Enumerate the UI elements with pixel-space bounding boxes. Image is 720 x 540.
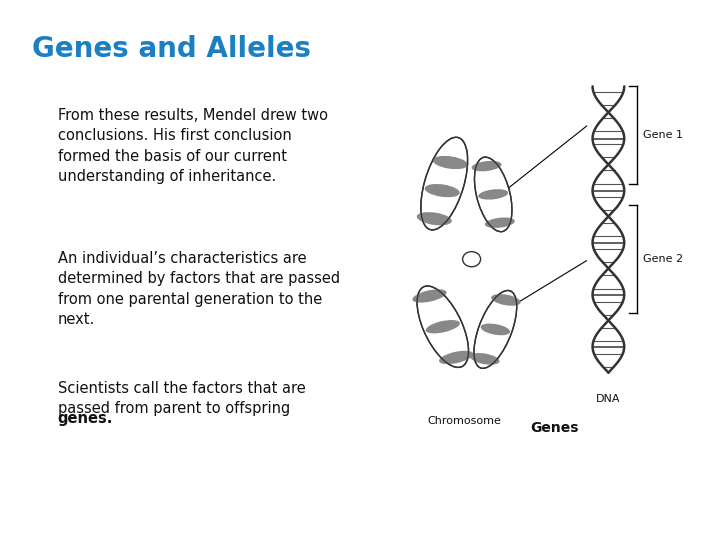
Ellipse shape	[474, 157, 512, 232]
Ellipse shape	[481, 323, 510, 335]
Text: From these results, Mendel drew two
conclusions. His first conclusion
formed the: From these results, Mendel drew two conc…	[58, 108, 328, 184]
Ellipse shape	[463, 252, 481, 267]
Ellipse shape	[472, 161, 502, 171]
Ellipse shape	[426, 320, 460, 333]
Text: Scientists call the factors that are
passed from parent to offspring: Scientists call the factors that are pas…	[58, 381, 305, 436]
Ellipse shape	[474, 291, 517, 368]
Text: Gene 2: Gene 2	[643, 254, 683, 264]
Ellipse shape	[417, 212, 451, 225]
Ellipse shape	[470, 353, 500, 365]
Ellipse shape	[425, 184, 460, 197]
Ellipse shape	[491, 294, 521, 306]
Text: DNA: DNA	[596, 394, 621, 404]
Ellipse shape	[433, 156, 468, 169]
Ellipse shape	[478, 189, 508, 200]
Ellipse shape	[439, 351, 473, 364]
Text: Gene 1: Gene 1	[643, 130, 683, 140]
Text: genes.: genes.	[58, 411, 113, 426]
Text: Chromosome: Chromosome	[428, 416, 501, 426]
Ellipse shape	[485, 218, 515, 228]
Ellipse shape	[413, 289, 446, 302]
Ellipse shape	[421, 137, 467, 230]
Text: An individual’s characteristics are
determined by factors that are passed
from o: An individual’s characteristics are dete…	[58, 251, 340, 327]
Text: Genes: Genes	[530, 421, 579, 435]
Ellipse shape	[417, 286, 469, 367]
Text: Genes and Alleles: Genes and Alleles	[32, 35, 311, 63]
